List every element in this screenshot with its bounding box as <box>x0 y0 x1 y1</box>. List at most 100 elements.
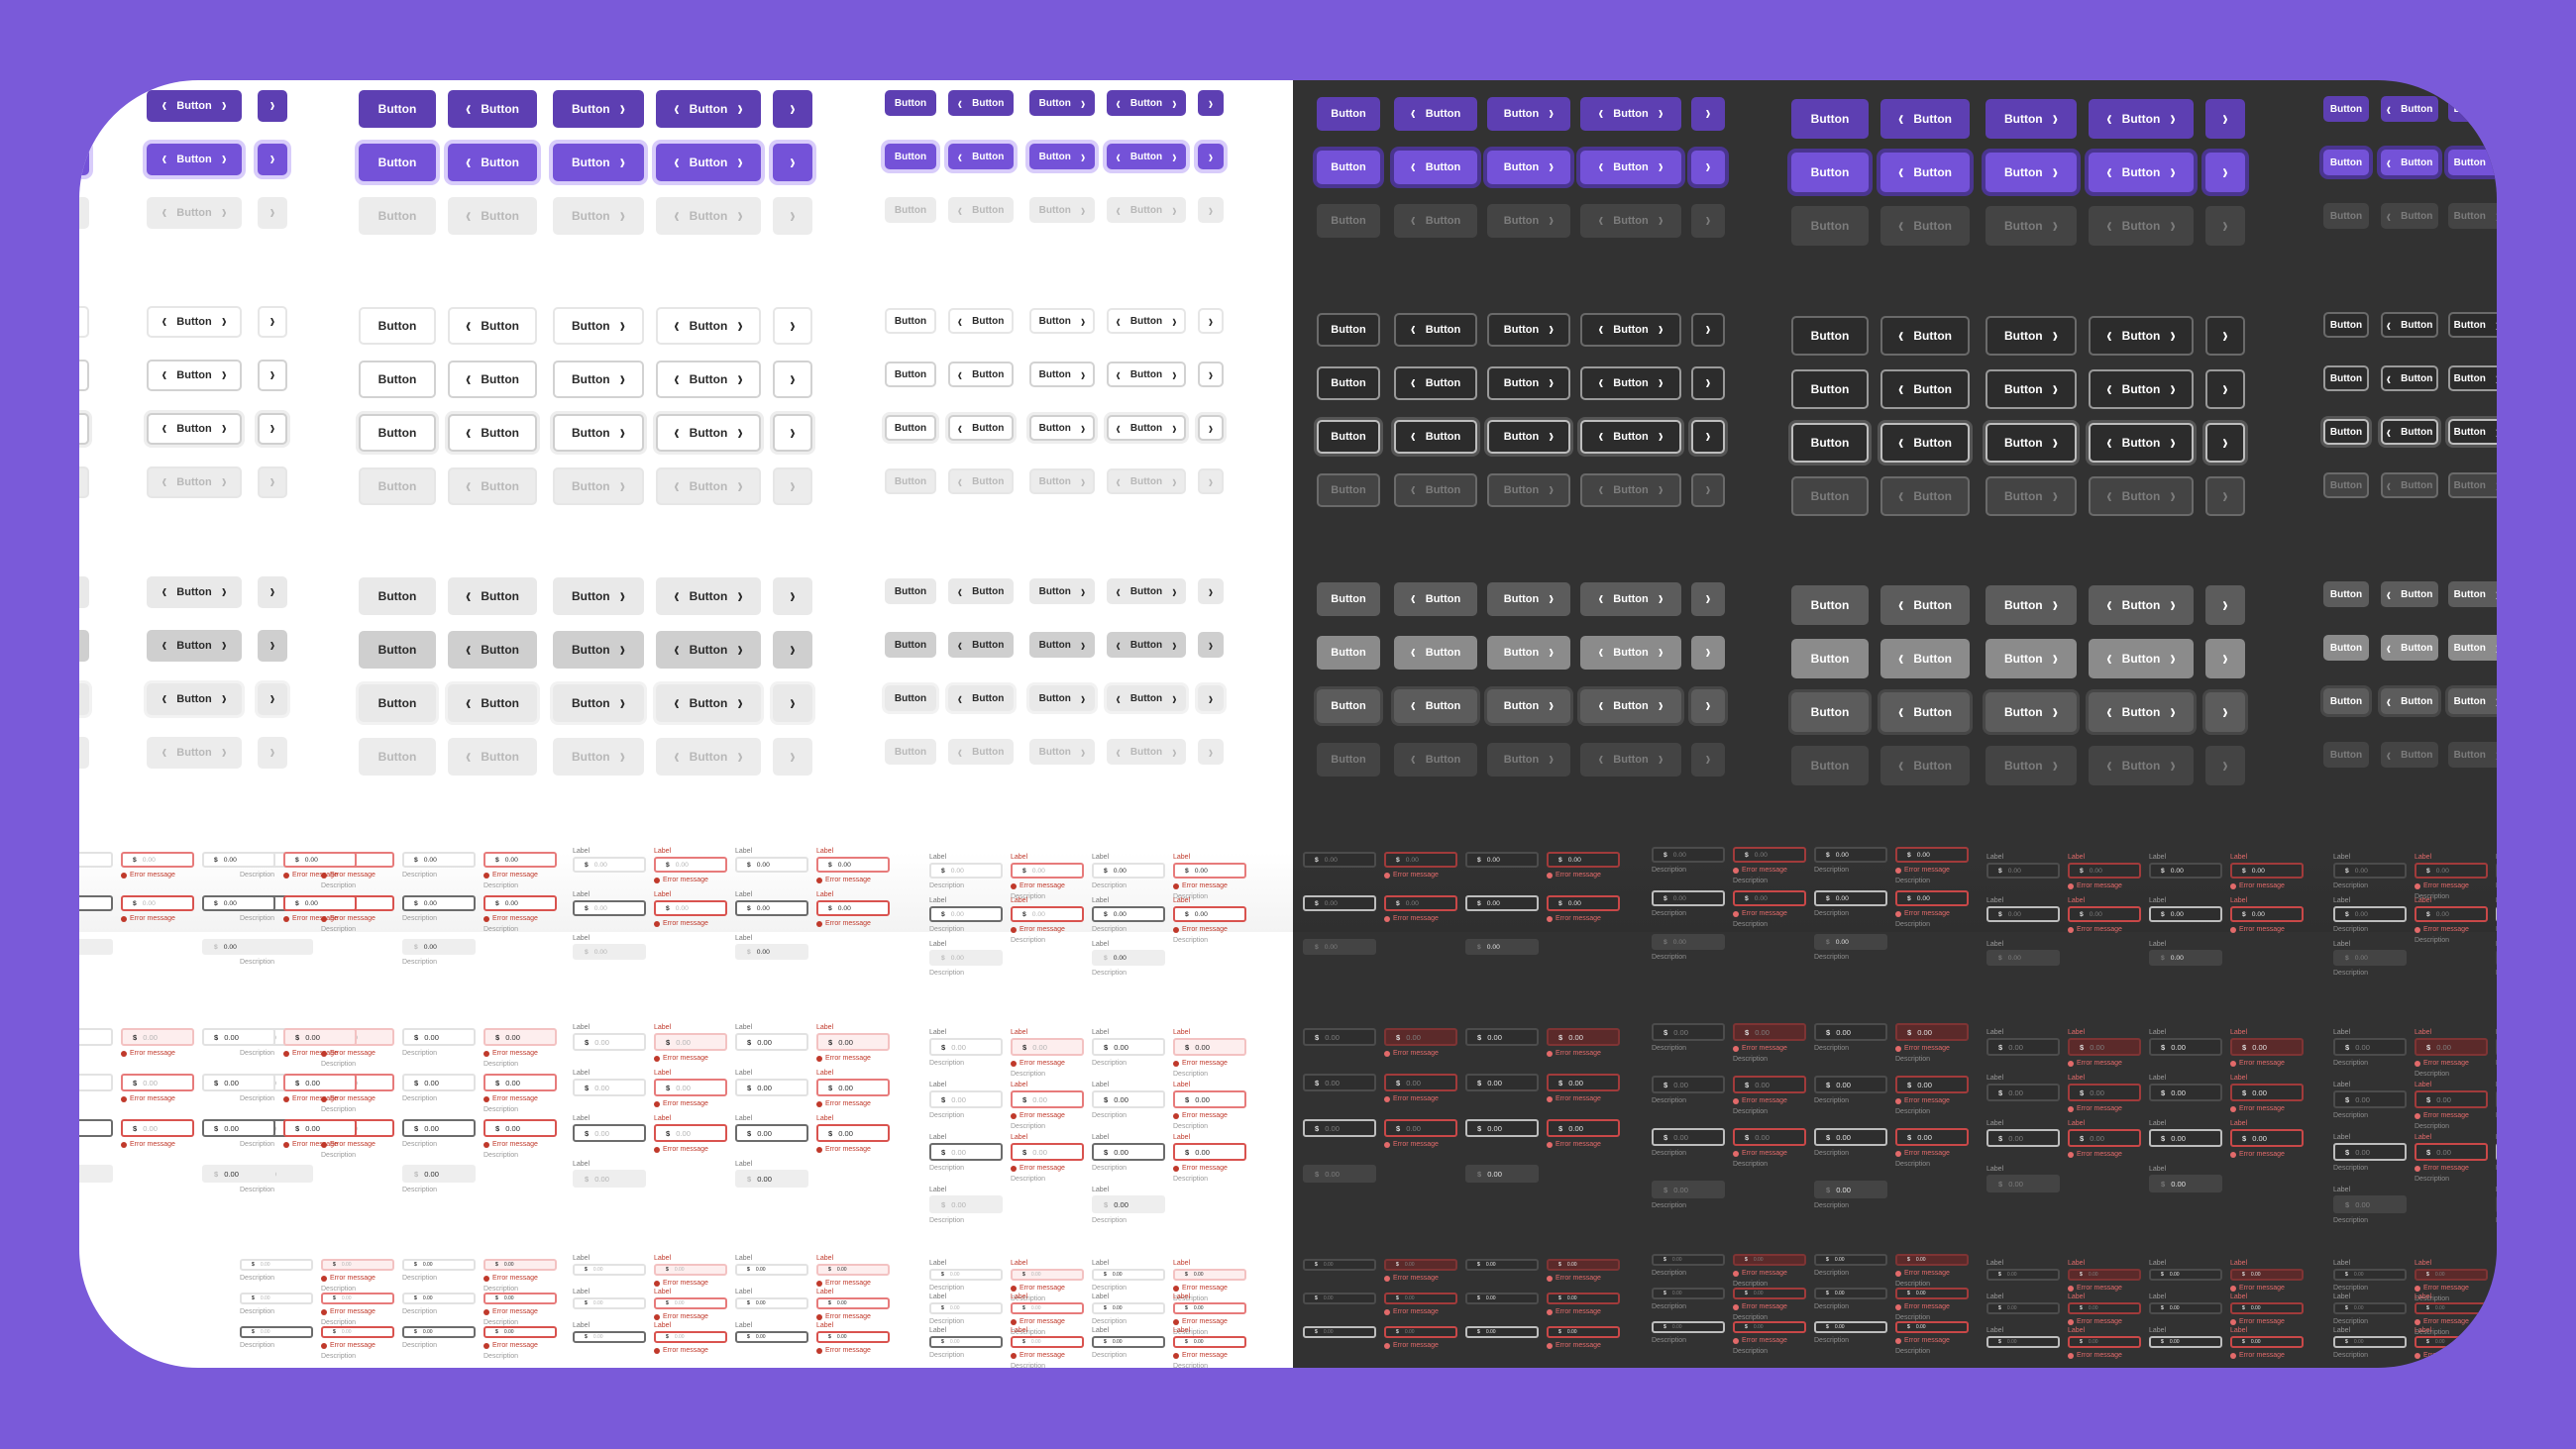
currency-input[interactable]: $0.00 <box>1733 847 1806 863</box>
primary-dis-icon-both-button[interactable]: ‹ Button › <box>147 197 242 229</box>
currency-input[interactable]: $0.00 <box>1173 1302 1246 1314</box>
currency-input[interactable]: $0.00 <box>402 1119 476 1137</box>
outline-focus-icon-only-button[interactable]: › <box>1198 415 1224 441</box>
outline-default-icon-both-button[interactable]: ‹ Button › <box>2089 316 2194 356</box>
currency-input[interactable]: $0.00 <box>2230 1302 2304 1314</box>
second-default-icon-only-button[interactable]: › <box>773 577 812 615</box>
currency-input[interactable]: $0.00 <box>1173 1269 1246 1281</box>
currency-input[interactable]: $0.00 <box>1547 852 1620 868</box>
outline-hover-text-button[interactable]: Button <box>2323 365 2369 391</box>
second-hover-icon-left-button[interactable]: ‹ Button <box>448 631 537 669</box>
outline-default-icon-left-button[interactable]: ‹ Button <box>1880 316 1970 356</box>
primary-default-icon-left-button[interactable]: ‹ Button <box>1880 99 1970 139</box>
currency-input[interactable]: $0.00 <box>483 895 557 911</box>
currency-input[interactable]: $0.00 <box>1733 1288 1806 1299</box>
currency-input[interactable]: $0.00 <box>1384 852 1457 868</box>
primary-default-icon-only-button[interactable]: › <box>2205 99 2245 139</box>
outline-focus-icon-right-button[interactable]: Button› <box>1986 423 2077 463</box>
second-focus-icon-only-button[interactable]: › <box>258 683 287 715</box>
second-dis-icon-both-button[interactable]: ‹ Button › <box>656 738 761 776</box>
primary-dis-icon-right-button[interactable]: Button› <box>2448 203 2497 229</box>
outline-focus-icon-right-button[interactable]: Button› <box>553 414 644 452</box>
outline-dis-text-button[interactable]: Button <box>1791 476 1869 516</box>
second-default-icon-left-button[interactable]: ‹ Button <box>448 577 537 615</box>
outline-default-icon-both-button[interactable]: ‹ Button › <box>1107 308 1186 334</box>
currency-input[interactable]: $0.00 <box>1092 1336 1165 1348</box>
currency-input[interactable]: $0.00 <box>2230 863 2304 879</box>
outline-default-icon-right-button[interactable]: Button› <box>1029 308 1095 334</box>
primary-dis-icon-left-button[interactable]: ‹ Button <box>1394 204 1477 238</box>
currency-input[interactable]: $0.00 <box>1986 1336 2060 1348</box>
currency-input[interactable]: $0.00 <box>2149 1336 2222 1348</box>
second-focus-icon-both-button[interactable]: ‹ Button › <box>2089 692 2194 732</box>
outline-dis-icon-left-button[interactable]: ‹ Button <box>1394 473 1477 507</box>
second-hover-icon-both-button[interactable]: ‹ Button › <box>2089 639 2194 678</box>
primary-dis-icon-left-button[interactable]: ‹ Button <box>948 197 1014 223</box>
currency-input[interactable]: $0.00 <box>402 852 476 868</box>
currency-input[interactable]: $0.00 <box>121 1074 194 1091</box>
primary-dis-text-button[interactable]: Button <box>1791 206 1869 246</box>
currency-input[interactable]: $0.00 <box>1895 1321 1969 1333</box>
currency-input[interactable]: $0.00 <box>483 1119 557 1137</box>
second-focus-icon-right-button[interactable]: Button› <box>1029 685 1095 711</box>
currency-input[interactable]: $0.00 <box>929 863 1003 879</box>
second-dis-icon-both-button[interactable]: ‹ Button › <box>2089 746 2194 785</box>
primary-default-icon-left-button[interactable]: ‹ Button <box>1394 97 1477 131</box>
currency-input[interactable]: $0.00 <box>2149 906 2222 922</box>
outline-default-text-button[interactable]: Button <box>1317 313 1380 347</box>
currency-input[interactable]: $0.00 <box>735 1331 808 1343</box>
primary-dis-icon-only-button[interactable]: › <box>773 197 812 235</box>
second-dis-icon-both-button[interactable]: ‹ Button › <box>1107 739 1186 765</box>
currency-input[interactable]: $0.00 <box>573 857 646 873</box>
primary-focus-icon-right-button[interactable]: Button› <box>1986 153 2077 192</box>
outline-dis-icon-right-button[interactable]: Button› <box>1487 473 1570 507</box>
currency-input[interactable]: $0.00 <box>1303 1074 1376 1091</box>
currency-input[interactable]: $0.00 <box>1652 890 1725 906</box>
currency-input[interactable]: $0.00 <box>2415 1090 2488 1108</box>
currency-input[interactable]: $0.00 <box>402 1028 476 1046</box>
currency-input[interactable]: $0.00 <box>402 1259 476 1271</box>
currency-input[interactable]: $0.00 <box>1092 1038 1165 1056</box>
second-dis-text-button[interactable]: Button <box>359 738 436 776</box>
currency-input[interactable]: $0.00 <box>202 1028 275 1046</box>
currency-input[interactable]: $0.00 <box>2068 863 2141 879</box>
second-dis-icon-only-button[interactable]: › <box>1198 739 1224 765</box>
second-focus-icon-left-button[interactable]: ‹ Button <box>1394 689 1477 723</box>
currency-input[interactable]: $0.00 <box>1384 895 1457 911</box>
second-dis-icon-only-button[interactable]: › <box>2205 746 2245 785</box>
currency-input[interactable]: $0.00 <box>2496 1038 2497 1056</box>
primary-dis-icon-left-button[interactable]: ‹ Button <box>448 197 537 235</box>
outline-dis-icon-right-button[interactable]: Button› <box>1029 468 1095 494</box>
currency-input[interactable]: $0.00 <box>2333 863 2407 879</box>
second-default-icon-left-button[interactable]: ‹ Button <box>2381 581 2438 607</box>
currency-input[interactable]: $0.00 <box>1652 1023 1725 1041</box>
second-dis-icon-left-button[interactable]: ‹ Button <box>948 739 1014 765</box>
primary-default-icon-only-button[interactable]: › <box>1691 97 1725 131</box>
currency-input[interactable]: $0.00 <box>483 1074 557 1091</box>
outline-focus-icon-right-button[interactable]: Button› <box>1487 420 1570 454</box>
outline-focus-text-button[interactable]: Button <box>359 414 436 452</box>
currency-input[interactable]: $0.00 <box>1011 863 1084 879</box>
currency-input[interactable]: $0.00 <box>1384 1293 1457 1304</box>
outline-focus-icon-right-button[interactable]: Button› <box>2448 419 2497 445</box>
currency-input[interactable]: $0.00 <box>816 1079 890 1096</box>
second-dis-icon-left-button[interactable]: ‹ Button <box>1880 746 1970 785</box>
currency-input[interactable]: $0.00 <box>573 1264 646 1276</box>
outline-hover-icon-left-button[interactable]: ‹ Button <box>448 361 537 398</box>
currency-input[interactable]: $0.00 <box>2333 1038 2407 1056</box>
outline-focus-icon-left-button[interactable]: ‹ Button <box>1394 420 1477 454</box>
currency-input[interactable]: $0.00 <box>283 1119 357 1137</box>
primary-dis-icon-only-button[interactable]: › <box>2205 206 2245 246</box>
primary-focus-text-button[interactable]: Button <box>1317 151 1380 184</box>
primary-default-icon-both-button[interactable]: ‹ Button › <box>1107 90 1186 116</box>
currency-input[interactable]: $0.00 <box>1465 1293 1539 1304</box>
outline-focus-icon-both-button[interactable]: ‹ Button › <box>147 413 242 445</box>
currency-input[interactable]: $0.00 <box>1814 1321 1887 1333</box>
currency-input[interactable]: $0.00 <box>573 1079 646 1096</box>
currency-input[interactable]: $0.00 <box>121 852 194 868</box>
currency-input[interactable]: $0.00 <box>573 1033 646 1051</box>
currency-input[interactable]: $0.00 <box>2068 1038 2141 1056</box>
primary-focus-icon-right-button[interactable]: Button› <box>1029 144 1095 169</box>
currency-input[interactable]: $0.00 <box>121 1119 194 1137</box>
currency-input[interactable]: $0.00 <box>79 895 113 911</box>
